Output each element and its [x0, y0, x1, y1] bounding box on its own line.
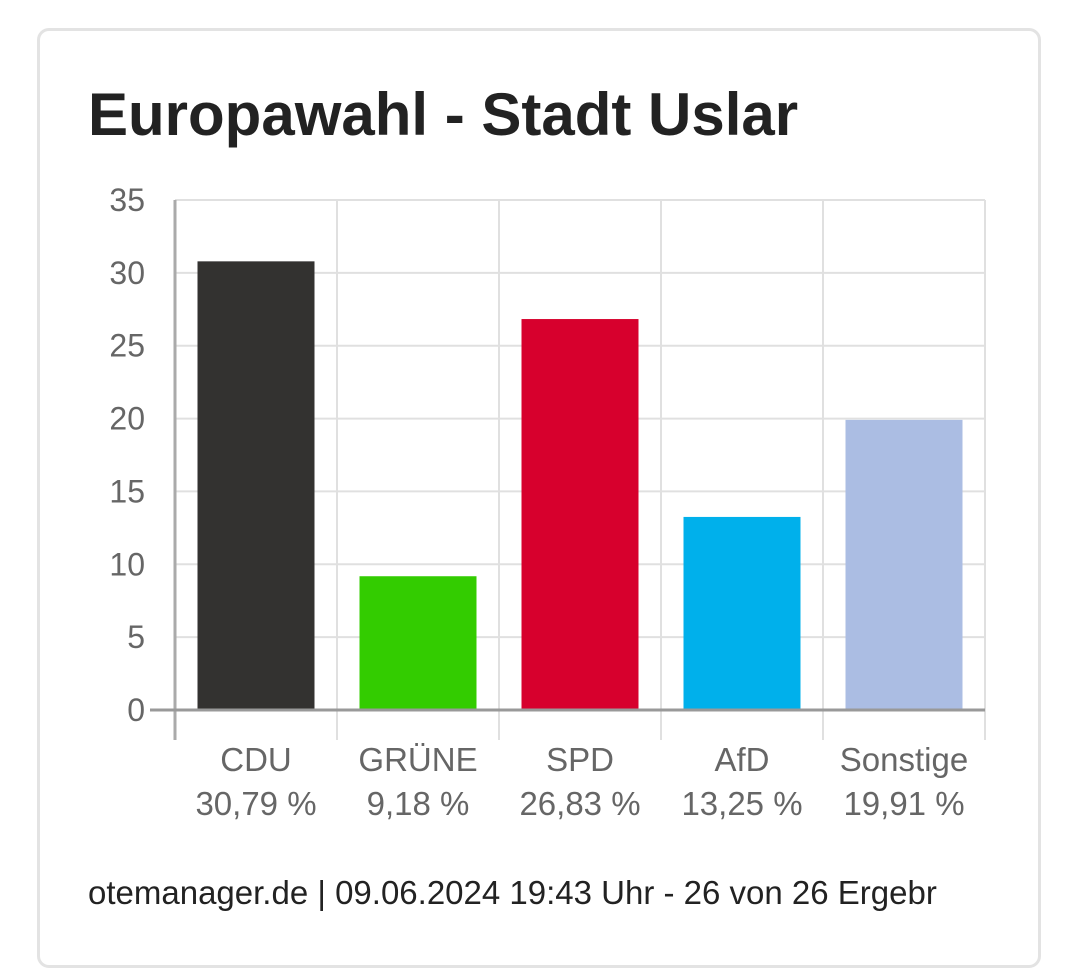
footer-source-text: otemanager.de | 09.06.2024 19:43 Uhr - 2… — [88, 874, 937, 911]
x-value-label: 19,91 % — [843, 785, 964, 822]
y-tick-label: 25 — [109, 328, 145, 364]
y-tick-label: 10 — [109, 546, 145, 582]
x-value-label: 30,79 % — [195, 785, 316, 822]
axes — [150, 200, 985, 740]
x-category-label: GRÜNE — [358, 741, 477, 778]
bar-cdu — [197, 261, 315, 710]
x-category-label: Sonstige — [840, 741, 968, 778]
x-value-label: 9,18 % — [367, 785, 470, 822]
chart-title: Europawahl - Stadt Uslar — [88, 81, 799, 148]
bar-afd — [683, 516, 801, 710]
x-category-label: CDU — [220, 741, 292, 778]
bar-chart: 0 5 10 15 20 25 30 35 CDU 30,79 % GRÜNE 9,18 % SPD 26… — [109, 182, 986, 822]
bar-sonstige — [845, 419, 963, 710]
x-category-label: AfD — [714, 741, 769, 778]
labels: 0 5 10 15 20 25 30 35 CDU 30,79 % GRÜNE 9,18 % SPD 26… — [109, 182, 968, 822]
bar-spd — [521, 319, 639, 710]
x-value-label: 26,83 % — [519, 785, 640, 822]
bar-grüne — [359, 576, 477, 710]
x-value-label: 13,25 % — [681, 785, 802, 822]
y-tick-label: 5 — [127, 619, 145, 655]
y-tick-label: 30 — [109, 255, 145, 291]
footer-container: otemanager.de | 09.06.2024 19:43 Uhr - 2… — [88, 868, 992, 918]
y-tick-label: 20 — [109, 401, 145, 437]
x-category-label: SPD — [546, 741, 614, 778]
bars — [197, 261, 963, 710]
y-tick-label: 0 — [127, 692, 145, 728]
y-tick-label: 15 — [109, 473, 145, 509]
y-tick-label: 35 — [109, 182, 145, 218]
